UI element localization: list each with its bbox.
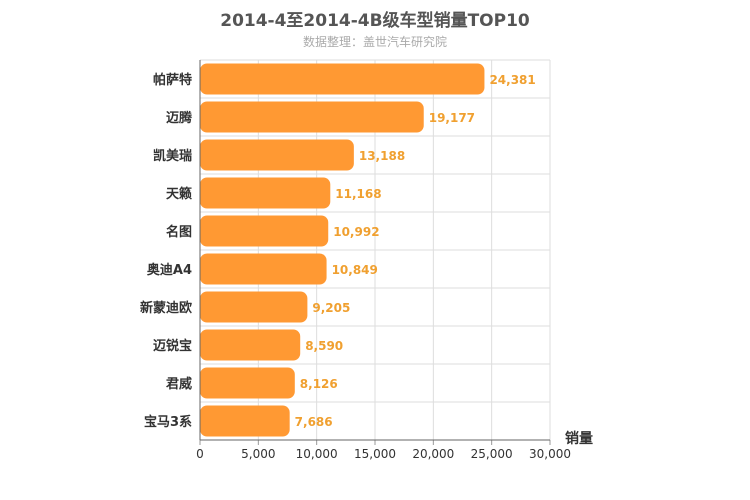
bar-2[interactable]: [200, 101, 424, 133]
x-tick-label: 10,000: [296, 447, 338, 461]
bar-10[interactable]: [200, 405, 290, 437]
bar-5[interactable]: [200, 215, 329, 247]
value-label: 13,188: [359, 149, 405, 163]
category-label: 迈腾: [166, 110, 193, 126]
value-label: 8,126: [300, 377, 338, 391]
bar-6[interactable]: [200, 253, 327, 285]
x-tick-label: 15,000: [354, 447, 396, 461]
category-label: 新蒙迪欧: [140, 300, 192, 316]
category-label: 宝马3系: [144, 414, 192, 430]
value-label: 7,686: [295, 415, 333, 429]
bar-7[interactable]: [200, 291, 308, 323]
value-label: 24,381: [489, 73, 535, 87]
category-label: 奥迪A4: [147, 262, 192, 278]
category-label: 凯美瑞: [153, 148, 192, 164]
bar-4[interactable]: [200, 177, 331, 209]
bar-8[interactable]: [200, 329, 301, 361]
x-axis-title: 销量: [565, 430, 593, 447]
value-label: 8,590: [305, 339, 343, 353]
x-tick-label: 20,000: [412, 447, 454, 461]
x-tick-label: 5,000: [241, 447, 275, 461]
bar-1[interactable]: [200, 63, 485, 95]
value-label: 10,992: [333, 225, 379, 239]
value-label: 9,205: [312, 301, 350, 315]
value-label: 10,849: [332, 263, 378, 277]
x-tick-label: 0: [196, 447, 204, 461]
chart-subtitle: 数据整理：盖世汽车研究院: [302, 35, 447, 49]
x-tick-label: 30,000: [529, 447, 571, 461]
category-label: 迈锐宝: [153, 338, 192, 354]
category-label: 天籁: [166, 186, 192, 202]
value-label: 11,168: [335, 187, 381, 201]
bar-3[interactable]: [200, 139, 354, 171]
bar-9[interactable]: [200, 367, 295, 399]
category-label: 君威: [166, 376, 192, 392]
category-label: 帕萨特: [153, 72, 192, 88]
chart-title: 2014-4至2014-4B级车型销量TOP10: [220, 11, 530, 31]
x-tick-label: 25,000: [471, 447, 513, 461]
value-label: 19,177: [429, 111, 475, 125]
category-label: 名图: [166, 224, 192, 240]
